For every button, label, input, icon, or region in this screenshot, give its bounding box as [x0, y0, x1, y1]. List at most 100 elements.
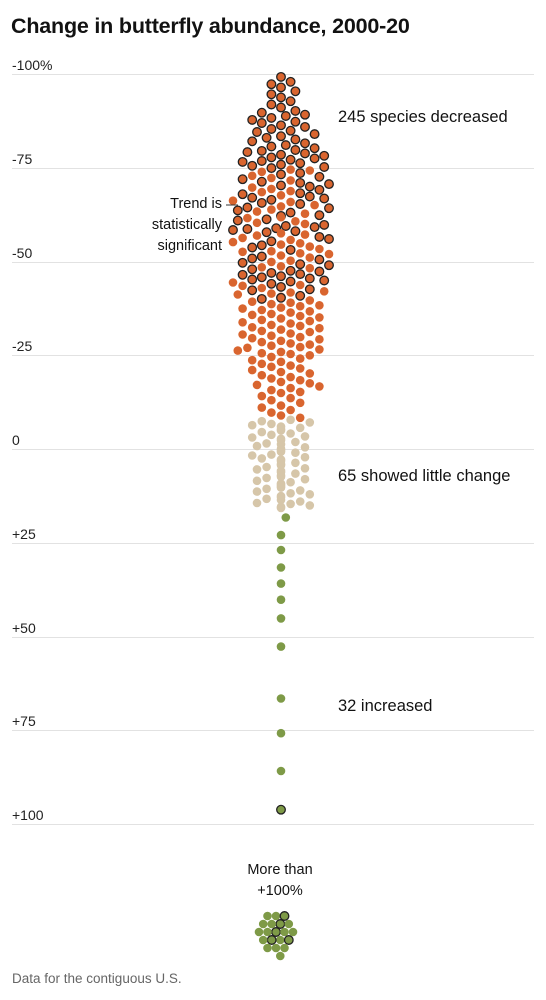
decreased-species-dot [285, 265, 296, 276]
little_change-species-dot [276, 483, 286, 492]
increased-species-dot [276, 545, 286, 555]
decreased-species-dot [286, 235, 295, 245]
decreased-species-dot [267, 205, 276, 214]
little_change-species-dot [295, 497, 305, 506]
decreased-species-dot [267, 395, 276, 405]
decreased-species-dot [285, 244, 296, 255]
decreased-species-dot [247, 114, 258, 125]
decreased-species-dot [276, 102, 286, 113]
little_change-species-dot [295, 486, 305, 495]
decreased-species-dot [300, 209, 310, 218]
decreased-species-dot [305, 307, 315, 316]
decreased-species-dot [290, 226, 301, 237]
decreased-species-dot [261, 132, 272, 143]
decreased-species-dot [309, 222, 320, 233]
decreased-species-dot [309, 153, 320, 164]
decreased-species-dot [285, 76, 296, 87]
decreased-species-dot [314, 210, 325, 221]
decreased-species-dot [238, 330, 247, 339]
decreased-species-dot [256, 240, 267, 251]
decreased-species-dot [280, 221, 291, 231]
decreased-species-dot [267, 408, 276, 417]
decreased-species-dot [257, 315, 267, 325]
decreased-species-dot [319, 162, 330, 172]
decreased-species-dot [267, 352, 276, 362]
decreased-species-dot [257, 283, 267, 293]
decreased-species-dot [276, 82, 286, 93]
decreased-species-dot [304, 181, 315, 192]
decreased-species-dot [305, 340, 315, 349]
little_change-species-dot [252, 465, 262, 474]
decreased-species-dot [276, 131, 286, 142]
increased-species-dot [276, 642, 286, 651]
decreased-species-dot [300, 148, 310, 159]
little_change-species-dot [286, 499, 295, 509]
decreased-species-dot [247, 297, 257, 307]
decreased-species-dot [267, 374, 276, 383]
decreased-species-dot [295, 342, 305, 352]
decreased-species-dot [290, 105, 301, 116]
decreased-species-dot [295, 364, 305, 373]
decreased-species-dot [290, 116, 301, 127]
decreased-species-dot [305, 327, 315, 337]
y-tick-label: -100% [12, 57, 53, 73]
decreased-species-dot [286, 176, 295, 185]
decreased-species-dot [228, 278, 238, 287]
little_change-species-dot [247, 420, 257, 430]
decreased-species-dot [280, 111, 291, 121]
decreased-species-dot [276, 251, 286, 260]
decreased-species-dot [305, 296, 315, 305]
decreased-species-dot [295, 239, 305, 248]
overflow-species-dot [263, 943, 272, 953]
overflow-species-dot [266, 935, 277, 945]
decreased-species-dot [286, 383, 295, 393]
decreased-species-dot [276, 377, 286, 387]
decreased-species-dot [286, 349, 295, 359]
decreased-species-dot [276, 411, 286, 420]
decreased-species-dot [276, 240, 286, 249]
decreased-species-dot [266, 163, 277, 174]
decreased-species-dot [324, 234, 334, 244]
decreased-species-dot [286, 372, 295, 382]
decreased-species-dot [276, 357, 286, 367]
little_change-species-dot [286, 477, 295, 487]
y-tick-label: 0 [12, 432, 20, 448]
decreased-species-dot [247, 136, 258, 147]
decreased-species-dot [304, 284, 315, 295]
decreased-species-dot [286, 197, 295, 207]
overflow-label: More than +100% [220, 860, 340, 902]
decreased-species-dot [228, 237, 238, 247]
little_change-species-dot [300, 432, 310, 441]
gridline [12, 730, 534, 731]
decreased-species-dot [286, 186, 295, 196]
decreased-species-dot [266, 267, 277, 278]
overflow-species-dot [283, 935, 294, 945]
decreased-species-dot [276, 149, 286, 160]
decreased-species-dot [310, 200, 319, 210]
decreased-species-dot [257, 391, 267, 401]
little_change-species-dot [291, 458, 300, 468]
decreased-species-dot [324, 203, 334, 214]
decreased-annotation: 245 species decreased [338, 108, 508, 126]
overflow-species-dot [263, 911, 272, 921]
increased-species-dot [276, 614, 286, 623]
little_change-species-dot [257, 416, 267, 426]
decreased-species-dot [276, 262, 286, 271]
decreased-species-dot [256, 176, 267, 187]
decreased-species-dot [247, 365, 257, 375]
decreased-species-dot [286, 393, 295, 403]
decreased-species-dot [276, 325, 286, 334]
overflow-species-dot [271, 943, 281, 953]
decreased-species-dot [237, 174, 248, 185]
decreased-species-dot [237, 189, 248, 200]
little_change-species-dot [291, 448, 300, 458]
decreased-species-dot [261, 227, 272, 238]
increased-species-dot [276, 766, 286, 776]
decreased-species-dot [242, 147, 253, 158]
decreased-species-dot [276, 120, 286, 131]
decreased-species-dot [315, 335, 324, 344]
decreased-species-dot [257, 359, 267, 369]
little_change-species-dot [291, 437, 300, 447]
little_change-species-dot [267, 419, 276, 429]
decreased-species-dot [256, 118, 267, 128]
